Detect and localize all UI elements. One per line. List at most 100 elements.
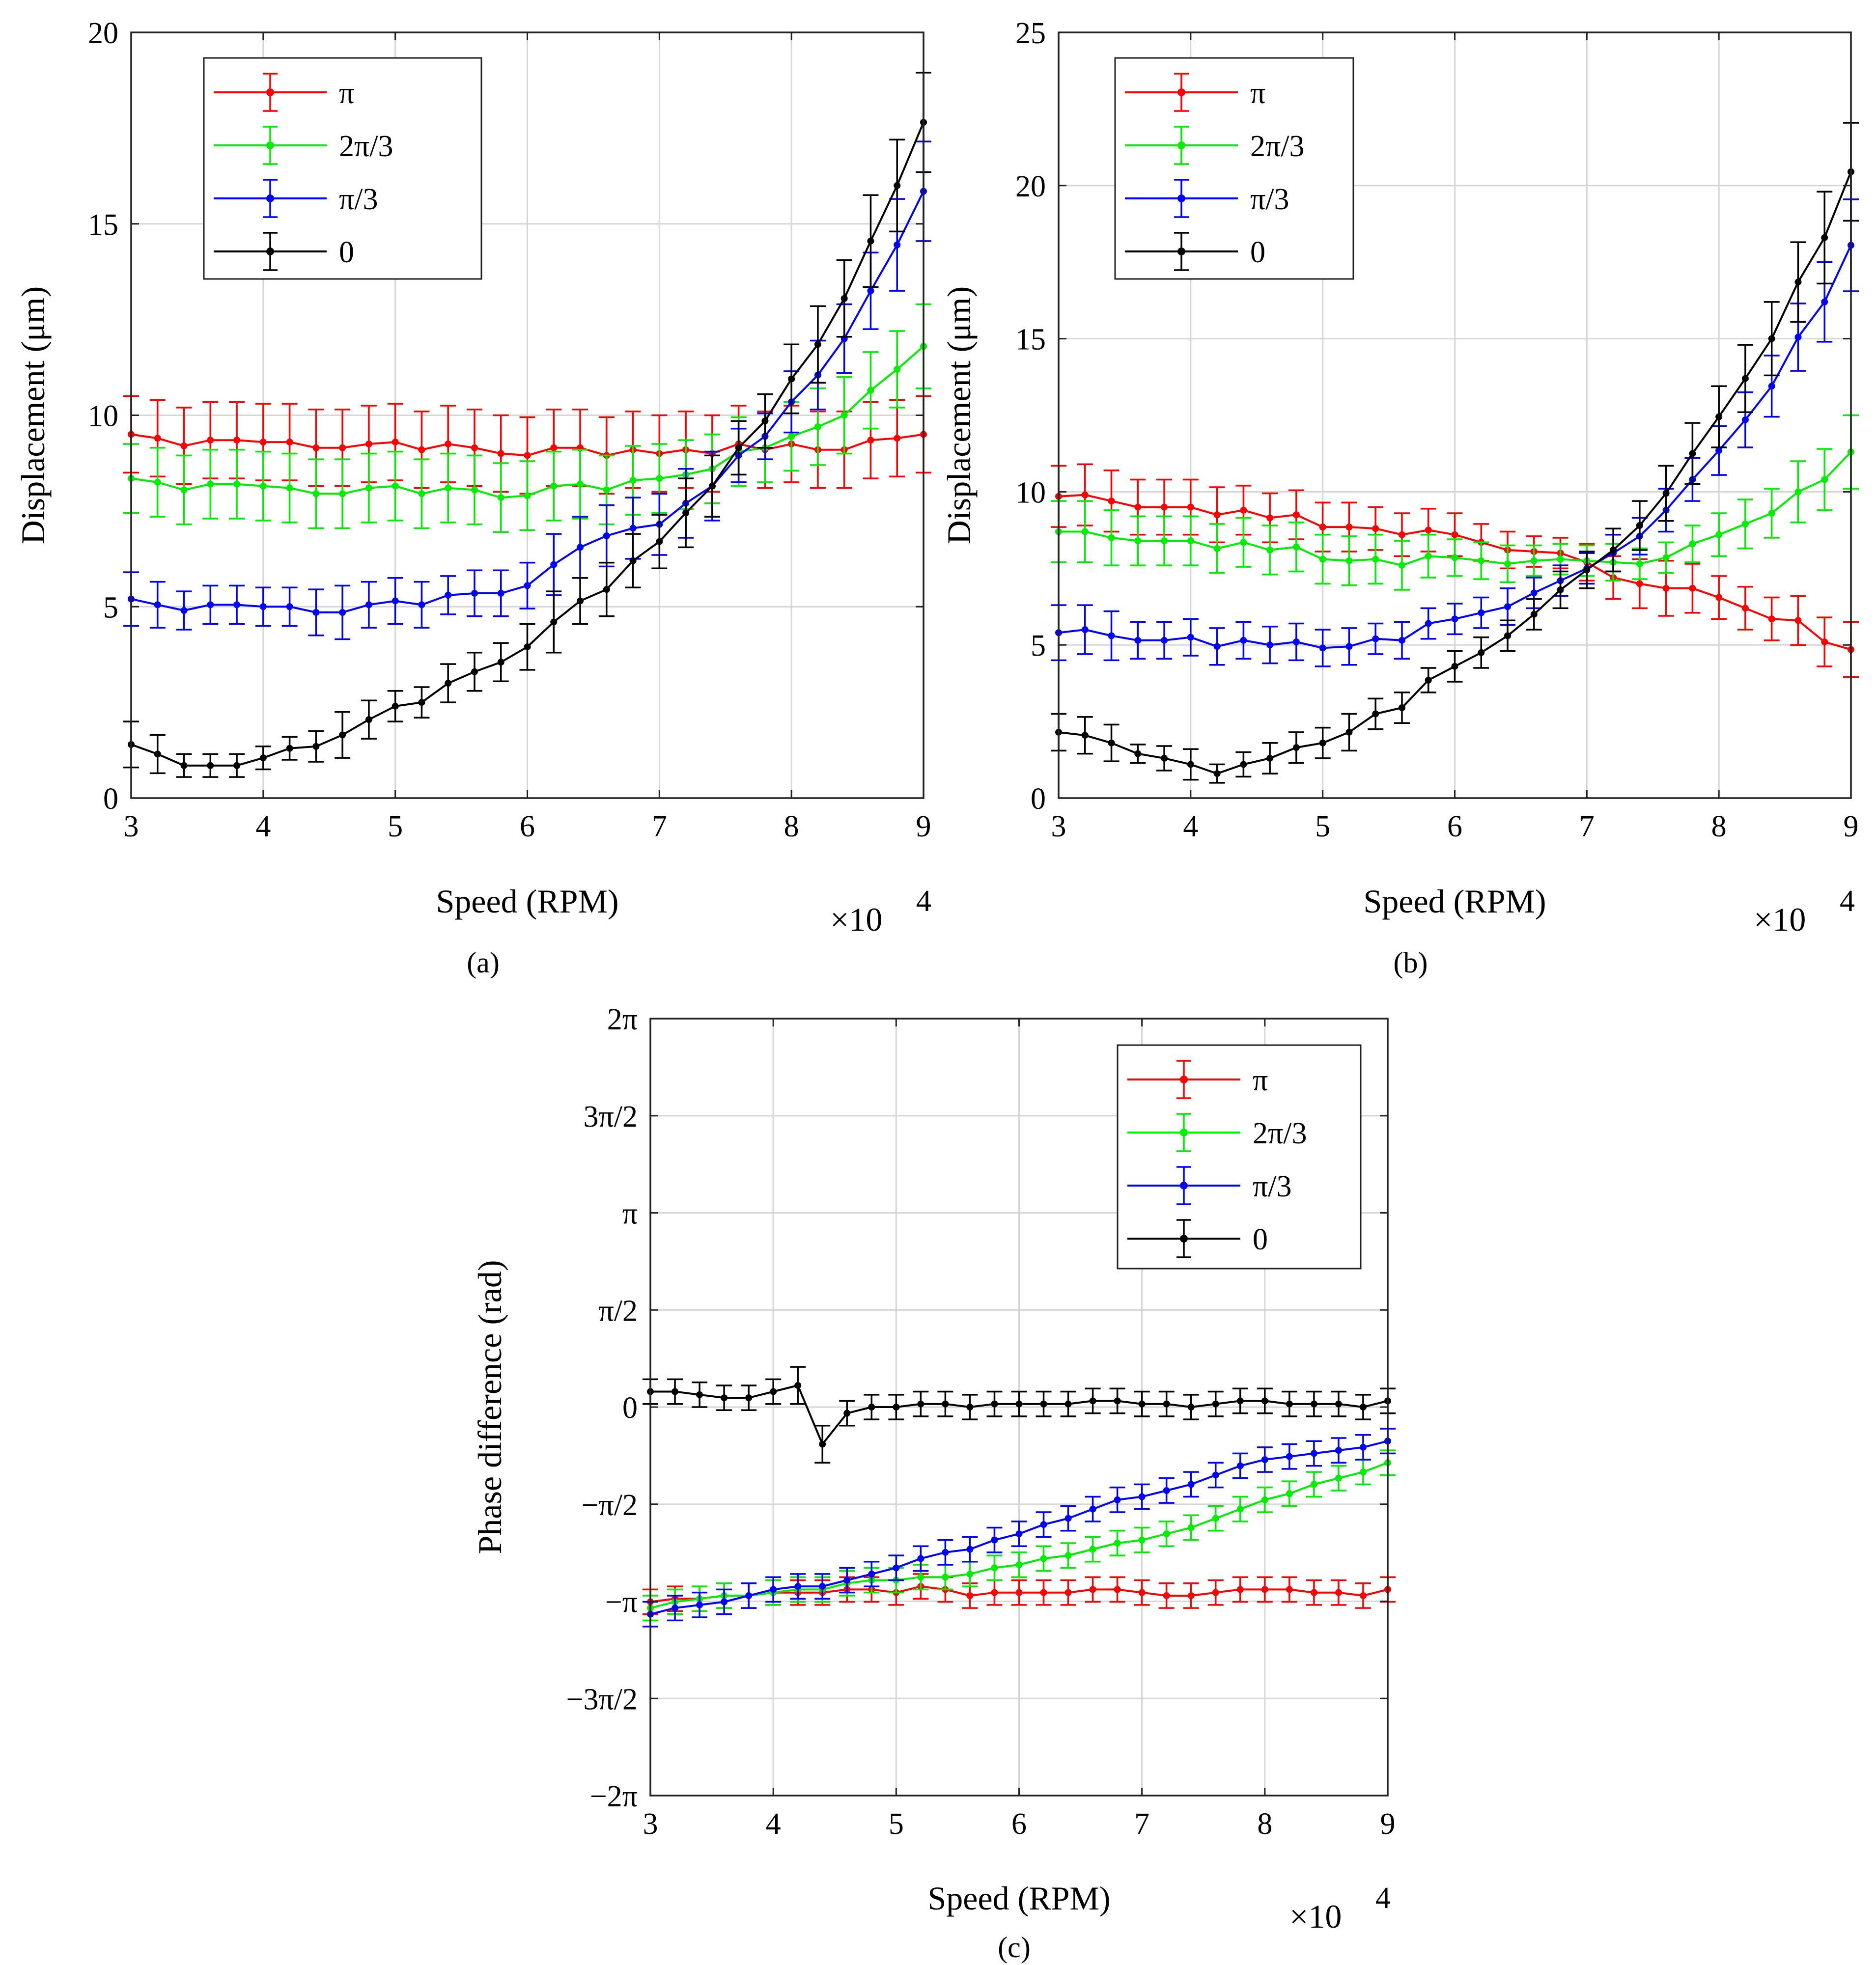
data-point [471,444,478,451]
data-point [1359,1404,1367,1411]
data-point [1261,1586,1268,1593]
data-point [1335,1400,1342,1408]
data-point [207,762,214,769]
data-point [1292,638,1300,645]
data-point [1212,1400,1219,1408]
y-tick-label: 10 [88,400,118,433]
data-point [1359,1468,1367,1476]
data-point [1240,761,1247,768]
legend-marker [1180,1076,1188,1083]
data-point [1138,1536,1146,1544]
data-point [207,437,214,444]
data-point [1138,1400,1146,1408]
data-point [1081,528,1089,535]
data-point [814,341,821,348]
data-point [656,538,663,545]
data-point [629,557,637,564]
data-point [629,477,637,484]
x-tick-label: 7 [1134,1807,1149,1841]
data-point [312,609,320,616]
data-point [233,437,241,444]
data-point [207,480,214,488]
legend-box [1117,1044,1362,1270]
x-tick-label: 3 [1051,810,1066,843]
data-point [1715,594,1723,601]
data-point [1161,754,1168,762]
data-point [1319,739,1326,747]
data-point [1213,511,1221,519]
data-point [497,494,504,501]
data-point [1064,1589,1072,1596]
data-point [1212,1515,1219,1522]
data-point [708,482,716,490]
data-point [1187,1592,1195,1599]
data-point [1345,643,1353,650]
data-point [1286,1586,1293,1593]
data-point [1064,1552,1072,1559]
data-point [1040,1555,1047,1562]
data-point [682,509,690,517]
data-point [1359,1443,1367,1451]
data-point [1134,537,1142,545]
data-point [1794,617,1802,624]
legend-label: 2π/3 [1253,1117,1307,1150]
y-tick-label: 0 [103,782,118,816]
data-point [1261,1456,1268,1464]
x-axis-label: Speed (RPM) [436,883,618,920]
data-point [696,1601,703,1608]
x-axis-exponent: 4 [1375,1882,1391,1915]
data-point [1240,539,1247,546]
series-c-2 [643,1428,1396,1628]
y-tick-label: −3π/2 [566,1683,638,1716]
data-point [1310,1589,1317,1596]
data-point [1715,531,1723,538]
data-point [1236,1505,1244,1513]
data-point [1163,1400,1170,1408]
y-tick-label: π [622,1197,638,1231]
data-point [942,1574,949,1581]
data-point [550,561,558,568]
data-point [1345,524,1353,531]
data-point [735,444,742,451]
data-point [629,525,637,532]
data-point [1161,637,1168,644]
data-point [497,589,504,597]
data-point [867,287,874,295]
legend-marker [266,248,274,255]
data-point [1081,491,1089,498]
panel-label: (b) [1394,946,1428,979]
legend-marker [266,141,274,149]
data-point [312,490,320,498]
data-point [286,439,293,446]
data-point [365,440,372,447]
data-point [1451,531,1458,538]
data-point [1108,498,1115,505]
data-point [966,1592,974,1599]
y-tick-label: 15 [1015,323,1046,357]
data-point [1398,562,1405,569]
data-point [1636,580,1643,587]
x-tick-label: 3 [643,1807,658,1841]
data-point [603,586,610,593]
data-point [894,435,901,442]
x-tick-label: 8 [784,810,799,843]
legend-box [1114,57,1354,280]
data-point [1114,1397,1121,1405]
data-point [840,412,848,419]
x-tick-label: 5 [1315,810,1330,843]
data-point [1114,1539,1121,1547]
data-point [942,1549,949,1556]
data-point [418,490,425,498]
data-point [603,486,610,494]
data-point [1451,615,1458,623]
data-point [1372,555,1379,563]
data-point [1261,1496,1268,1503]
data-point [312,743,320,750]
data-point [942,1400,949,1408]
data-point [339,609,346,616]
data-point [365,484,372,492]
data-point [1478,609,1485,616]
data-point [672,1388,679,1395]
data-point [1015,1530,1023,1538]
data-point [1213,643,1221,650]
